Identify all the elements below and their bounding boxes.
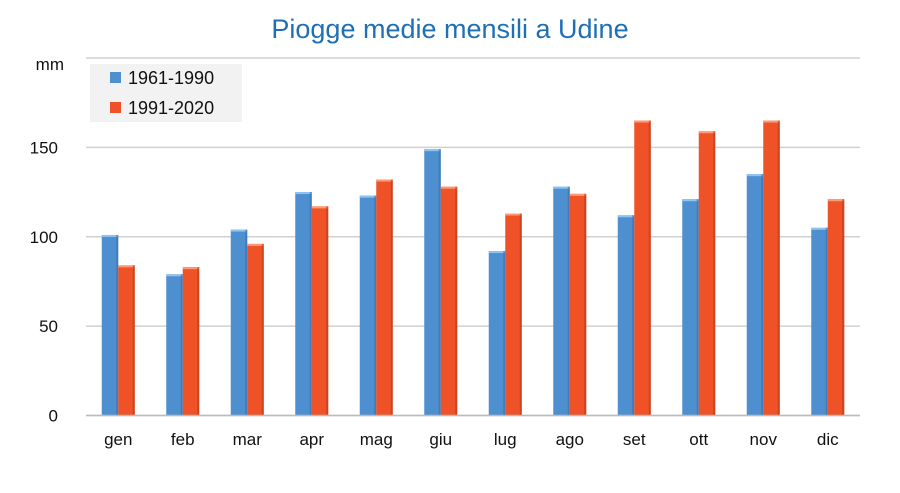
bar-shade bbox=[132, 265, 135, 416]
bar-shade bbox=[116, 234, 119, 416]
bar-set-1961-1990 bbox=[617, 215, 635, 416]
bar-mag-1961-1990 bbox=[359, 195, 377, 416]
bar-shade bbox=[584, 193, 587, 416]
bar-set-1991-2020 bbox=[634, 120, 651, 416]
bar-highlight bbox=[682, 199, 699, 202]
bar-apr-1991-2020 bbox=[311, 206, 329, 416]
bar-shade bbox=[503, 251, 506, 416]
bar-highlight bbox=[166, 274, 183, 277]
bar-highlight bbox=[553, 186, 570, 189]
legend-swatch bbox=[110, 102, 121, 113]
x-tick-label: dic bbox=[817, 430, 839, 449]
bar-shade bbox=[390, 179, 393, 416]
chart-title: Piogge medie mensili a Udine bbox=[271, 14, 629, 44]
bar-ago-1961-1990 bbox=[553, 186, 570, 416]
legend-label: 1961-1990 bbox=[128, 68, 214, 88]
bar-ott-1961-1990 bbox=[682, 199, 699, 416]
bar-mar-1961-1990 bbox=[230, 229, 248, 416]
x-tick-label: nov bbox=[750, 430, 778, 449]
bar-highlight bbox=[569, 193, 587, 196]
x-tick-label: gen bbox=[104, 430, 132, 449]
bar-ago-1991-2020 bbox=[569, 193, 587, 416]
bar-highlight bbox=[763, 120, 780, 123]
bar-shade bbox=[842, 199, 845, 416]
y-tick-label: 100 bbox=[30, 228, 58, 247]
bar-highlight bbox=[376, 179, 393, 182]
x-tick-label: mag bbox=[360, 430, 393, 449]
bar-shade bbox=[696, 199, 699, 416]
x-tick-label: set bbox=[623, 430, 646, 449]
bar-shade bbox=[261, 243, 264, 416]
bar-gen-1991-2020 bbox=[118, 265, 135, 416]
bar-shade bbox=[326, 206, 329, 416]
bar-highlight bbox=[359, 195, 377, 198]
x-tick-label: ott bbox=[689, 430, 708, 449]
bar-mag-1991-2020 bbox=[376, 179, 393, 416]
bar-shade bbox=[197, 267, 200, 416]
bar-feb-1991-2020 bbox=[182, 267, 200, 416]
x-tick-label: ago bbox=[556, 430, 584, 449]
bar-shade bbox=[519, 213, 522, 416]
bar-shade bbox=[180, 274, 183, 416]
legend-swatch bbox=[110, 72, 121, 83]
bar-highlight bbox=[118, 265, 135, 268]
bar-nov-1991-2020 bbox=[763, 120, 780, 416]
bar-mar-1991-2020 bbox=[247, 243, 264, 416]
y-axis-label: mm bbox=[36, 55, 64, 74]
bar-highlight bbox=[440, 186, 458, 189]
bar-shade bbox=[825, 227, 828, 416]
bar-shade bbox=[713, 131, 716, 416]
bar-highlight bbox=[488, 251, 506, 254]
bar-highlight bbox=[811, 227, 828, 230]
legend-label: 1991-2020 bbox=[128, 98, 214, 118]
bar-ott-1991-2020 bbox=[698, 131, 716, 416]
bar-dic-1991-2020 bbox=[827, 199, 845, 416]
bar-gen-1961-1990 bbox=[101, 234, 119, 416]
bar-shade bbox=[438, 149, 441, 416]
bar-shade bbox=[374, 195, 377, 416]
bar-highlight bbox=[634, 120, 651, 123]
bar-lug-1991-2020 bbox=[505, 213, 522, 416]
bar-giu-1961-1990 bbox=[424, 149, 441, 416]
bar-shade bbox=[761, 174, 764, 416]
bar-highlight bbox=[424, 149, 441, 152]
bar-highlight bbox=[505, 213, 522, 216]
bar-highlight bbox=[746, 174, 764, 177]
bar-highlight bbox=[311, 206, 329, 209]
bar-nov-1961-1990 bbox=[746, 174, 764, 416]
bar-dic-1961-1990 bbox=[811, 227, 828, 416]
x-tick-label: giu bbox=[429, 430, 452, 449]
bar-shade bbox=[648, 120, 651, 416]
x-tick-label: feb bbox=[171, 430, 195, 449]
bar-shade bbox=[777, 120, 780, 416]
bar-highlight bbox=[827, 199, 845, 202]
y-tick-label: 50 bbox=[39, 317, 58, 336]
bar-highlight bbox=[247, 243, 264, 246]
bar-lug-1961-1990 bbox=[488, 251, 506, 416]
y-tick-label: 150 bbox=[30, 138, 58, 157]
bar-feb-1961-1990 bbox=[166, 274, 183, 416]
bar-shade bbox=[455, 186, 458, 416]
x-tick-label: apr bbox=[299, 430, 324, 449]
x-tick-label: mar bbox=[233, 430, 263, 449]
y-tick-label: 0 bbox=[49, 407, 58, 426]
bar-highlight bbox=[617, 215, 635, 218]
bar-highlight bbox=[230, 229, 248, 232]
bar-shade bbox=[309, 192, 312, 416]
bar-shade bbox=[245, 229, 248, 416]
bar-apr-1961-1990 bbox=[295, 192, 312, 416]
bar-highlight bbox=[295, 192, 312, 195]
bar-highlight bbox=[101, 234, 119, 237]
legend: 1961-1990 1991-2020 bbox=[90, 64, 242, 122]
bar-highlight bbox=[182, 267, 200, 270]
bar-giu-1991-2020 bbox=[440, 186, 458, 416]
bar-highlight bbox=[698, 131, 716, 134]
bar-shade bbox=[632, 215, 635, 416]
bar-shade bbox=[567, 186, 570, 416]
x-tick-label: lug bbox=[494, 430, 517, 449]
